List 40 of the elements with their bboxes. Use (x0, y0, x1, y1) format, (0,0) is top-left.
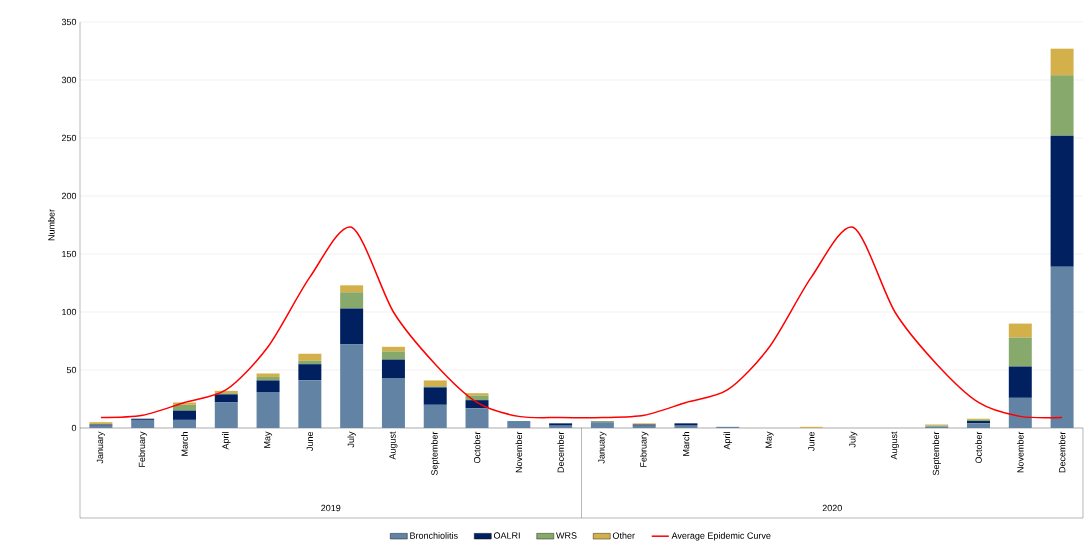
x-tick-label: July (848, 431, 858, 448)
x-tick-label: November (515, 431, 523, 473)
legend-label: Bronchiolitis (410, 532, 458, 539)
x-tick-label: May (765, 431, 774, 448)
y-tick-label: 300 (61, 76, 77, 84)
x-tick-label: December (557, 431, 564, 473)
y-tick-label: 50 (66, 366, 77, 374)
text: 2019 (321, 504, 341, 512)
x-tick-label: May (264, 431, 273, 448)
x-tick-label: March (682, 432, 690, 456)
x-tick-label: February (639, 431, 649, 467)
x-tick-label: December (1058, 431, 1066, 473)
x-tick-label: September (431, 431, 440, 476)
y-tick-label: 150 (62, 250, 77, 258)
x-tick-label: November (1016, 431, 1024, 473)
x-tick-label: April (723, 432, 732, 450)
y-tick-label: 100 (62, 308, 77, 316)
y-axis-title: Number (47, 209, 55, 241)
x-tick-label: February (138, 431, 147, 467)
x-tick-label: August (389, 431, 398, 460)
x-tick-label: January (598, 431, 607, 464)
y-tick-label: 0 (71, 424, 77, 432)
x-tick-label: April (222, 432, 231, 450)
x-tick-label: September (932, 431, 941, 476)
x-tick-label: June (306, 431, 313, 451)
x-tick-label: October (473, 431, 481, 464)
x-tick-label: August (890, 431, 899, 460)
x-tick-label: January (96, 431, 105, 464)
x-tick-label: June (808, 431, 815, 451)
legend-label: Other (612, 532, 635, 539)
text: 2020 (822, 504, 842, 512)
legend-label: Average Epidemic Curve (671, 532, 771, 541)
legend-label: OALRI (493, 532, 520, 539)
x-tick-label: July (347, 431, 356, 448)
y-tick-label: 350 (61, 18, 77, 26)
x-tick-label: March (181, 432, 188, 456)
y-tick-label: 250 (61, 134, 77, 142)
x-tick-label: October (975, 431, 982, 464)
legend-label: WRS (556, 532, 577, 539)
y-tick-label: 200 (61, 192, 77, 200)
